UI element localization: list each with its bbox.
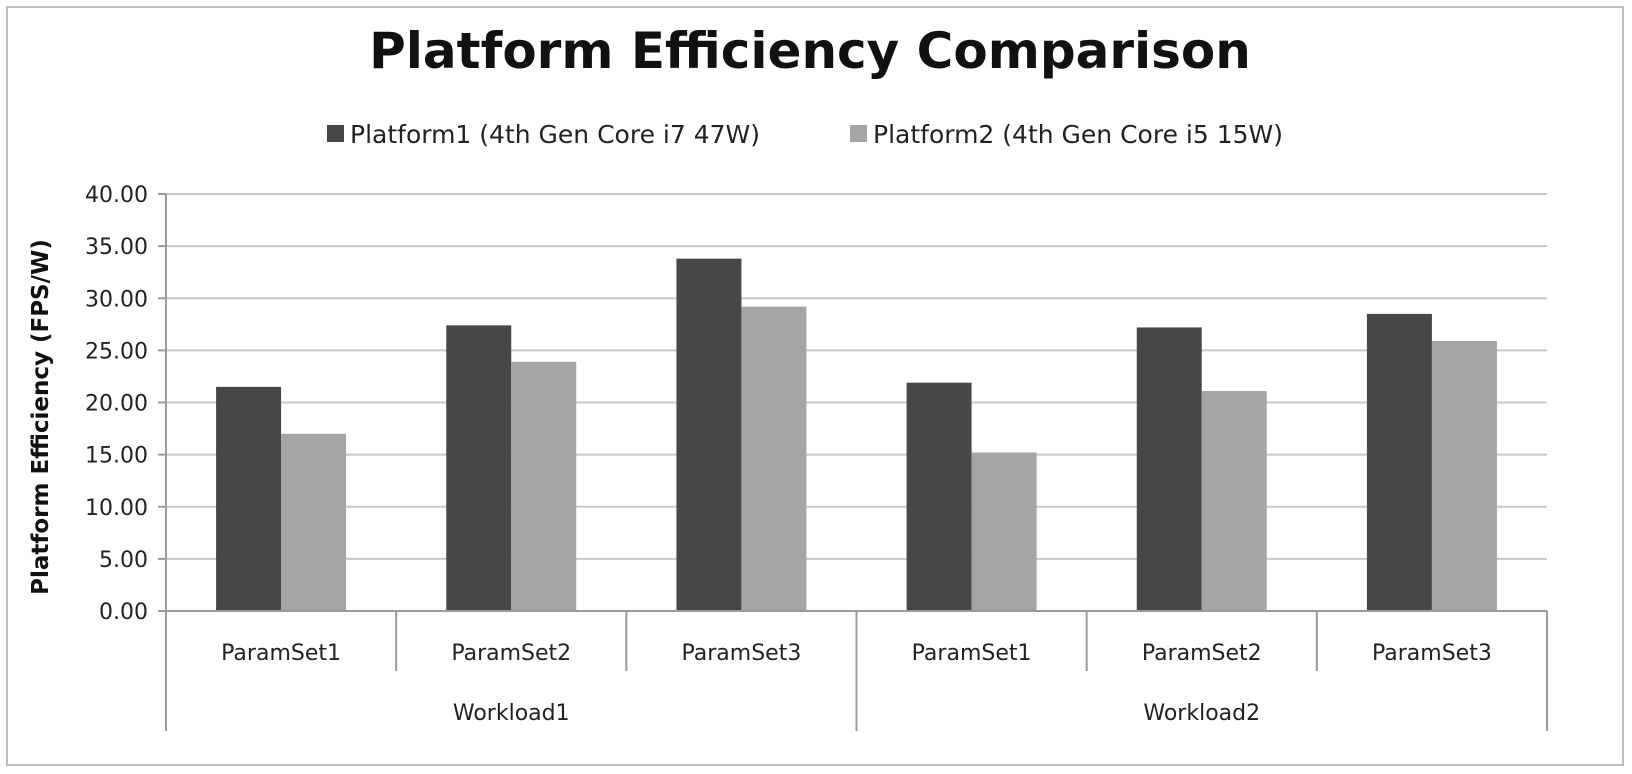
x-category-label: ParamSet3 [681, 641, 801, 666]
y-tick-label: 30.00 [85, 287, 148, 312]
bar-series2-cat3 [741, 306, 807, 611]
x-category-label: ParamSet1 [221, 641, 341, 666]
chart-frame [6, 6, 1624, 766]
bar-series1-cat1 [216, 386, 282, 611]
y-tick-label: 0.00 [99, 600, 148, 625]
bar-series1-cat4 [906, 382, 972, 611]
y-tick-label: 35.00 [85, 235, 148, 260]
bar-series1-cat3 [676, 258, 742, 611]
category-labels: ParamSet1 ParamSet2 ParamSet3 ParamSet1 Para… [221, 641, 1492, 666]
bar-series2-cat5 [1201, 391, 1267, 611]
y-tick-labels: 0.00 5.00 10.00 15.00 20.00 25.00 30.00 35.00 40… [85, 183, 148, 625]
y-tick-label: 20.00 [85, 392, 148, 417]
bar-series2-cat2 [511, 361, 577, 611]
y-tick-label: 40.00 [85, 183, 148, 208]
x-category-label: ParamSet2 [451, 641, 571, 666]
y-tick-label: 10.00 [85, 496, 148, 521]
legend-swatch-platform1 [327, 125, 344, 142]
axes [158, 193, 1548, 731]
y-axis-title: Platform Efficiency (FPS/W) [28, 239, 54, 595]
chart-title: Platform Efficiency Comparison [369, 22, 1251, 80]
legend-swatch-platform2 [850, 125, 867, 142]
gridlines [166, 193, 1547, 560]
bar-series1-cat6 [1366, 313, 1432, 611]
y-tick-label: 25.00 [85, 339, 148, 364]
bar-series2-cat6 [1431, 340, 1497, 611]
bar-series1-cat2 [446, 325, 512, 611]
x-group-label: Workload1 [453, 701, 570, 726]
bars [216, 258, 1497, 611]
bar-series2-cat1 [281, 433, 347, 611]
x-category-label: ParamSet2 [1142, 641, 1262, 666]
x-category-label: ParamSet1 [912, 641, 1032, 666]
legend-label-platform1: Platform1 (4th Gen Core i7 47W) [350, 120, 760, 149]
group-labels: Workload1 Workload2 [453, 701, 1260, 726]
legend: Platform1 (4th Gen Core i7 47W) Platform… [327, 120, 1283, 149]
x-category-label: ParamSet3 [1372, 641, 1492, 666]
y-tick-label: 15.00 [85, 444, 148, 469]
bar-series2-cat4 [971, 452, 1037, 611]
bar-series1-cat5 [1136, 327, 1202, 611]
legend-label-platform2: Platform2 (4th Gen Core i5 15W) [873, 120, 1283, 149]
x-group-label: Workload2 [1143, 701, 1260, 726]
y-tick-label: 5.00 [99, 548, 148, 573]
